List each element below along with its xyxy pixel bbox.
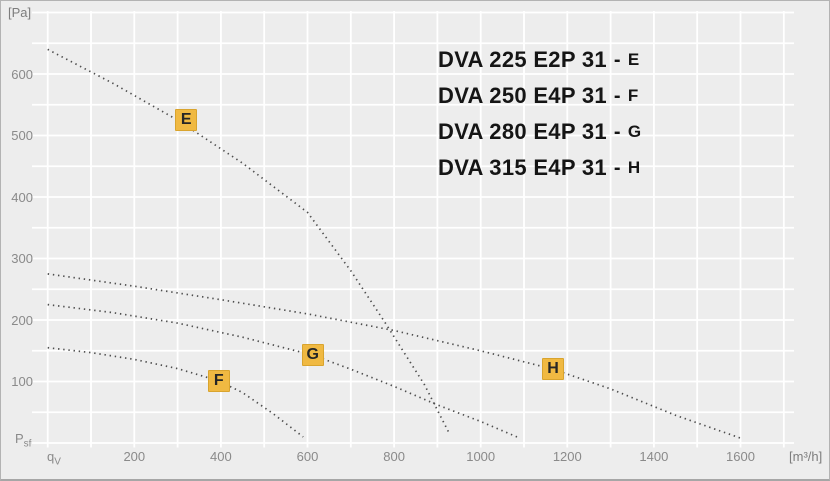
y-tick-label: 100 xyxy=(11,374,33,389)
x-axis-unit-label: [m³/h] xyxy=(789,449,823,464)
y-tick-label: 400 xyxy=(11,189,33,205)
x-tick-label: 1600 xyxy=(726,449,755,464)
x-tick-label: 1000 xyxy=(466,449,496,464)
legend-dash: - xyxy=(613,48,621,71)
fan-curve-h xyxy=(47,273,741,439)
y-axis-variable-label: Psf xyxy=(15,431,32,450)
x-tick-label: 600 xyxy=(296,449,319,464)
legend-model: DVA 315 E4P 31 xyxy=(438,155,607,180)
curve-badge-e: E xyxy=(175,109,198,132)
legend-item: DVA 280 E4P 31 - G xyxy=(438,114,642,150)
fan-curve-e xyxy=(47,48,451,435)
x-tick-label: 400 xyxy=(210,449,232,464)
legend-suffix: F xyxy=(627,86,639,105)
x-tick-label: 1400 xyxy=(639,449,669,464)
legend-dash: - xyxy=(613,84,621,107)
legend-model: DVA 280 E4P 31 xyxy=(438,119,607,144)
x-tick-label: 1200 xyxy=(552,449,582,464)
y-tick-label: 500 xyxy=(11,128,33,143)
fan-curve-g xyxy=(47,303,521,439)
curve-badge-h: H xyxy=(542,358,564,381)
legend-suffix: H xyxy=(627,158,641,177)
legend-suffix: G xyxy=(627,122,642,141)
grid-lines xyxy=(32,11,794,448)
legend-dash: - xyxy=(613,120,621,143)
curve-badge-f: F xyxy=(207,369,230,392)
legend-item: DVA 225 E2P 31 - E xyxy=(438,42,642,78)
x-tick-label: 800 xyxy=(383,449,405,464)
y-tick-label: 300 xyxy=(11,251,33,266)
legend: DVA 225 E2P 31 - E DVA 250 E4P 31 - F DV… xyxy=(438,42,642,186)
legend-model: DVA 250 E4P 31 xyxy=(438,83,607,108)
legend-item: DVA 250 E4P 31 - F xyxy=(438,78,642,114)
x-axis-variable-label: qV xyxy=(47,449,61,468)
y-tick-label: 600 xyxy=(11,66,33,82)
legend-model: DVA 225 E2P 31 xyxy=(438,47,607,72)
legend-item: DVA 315 E4P 31 - H xyxy=(438,150,642,186)
legend-dash: - xyxy=(613,156,621,179)
y-tick-label: 200 xyxy=(11,312,33,328)
fan-curves xyxy=(47,48,741,439)
curve-badge-g: G xyxy=(301,344,324,367)
legend-suffix: E xyxy=(627,50,640,69)
y-axis-unit-label: [Pa] xyxy=(8,5,32,20)
x-tick-label: 200 xyxy=(123,449,146,464)
